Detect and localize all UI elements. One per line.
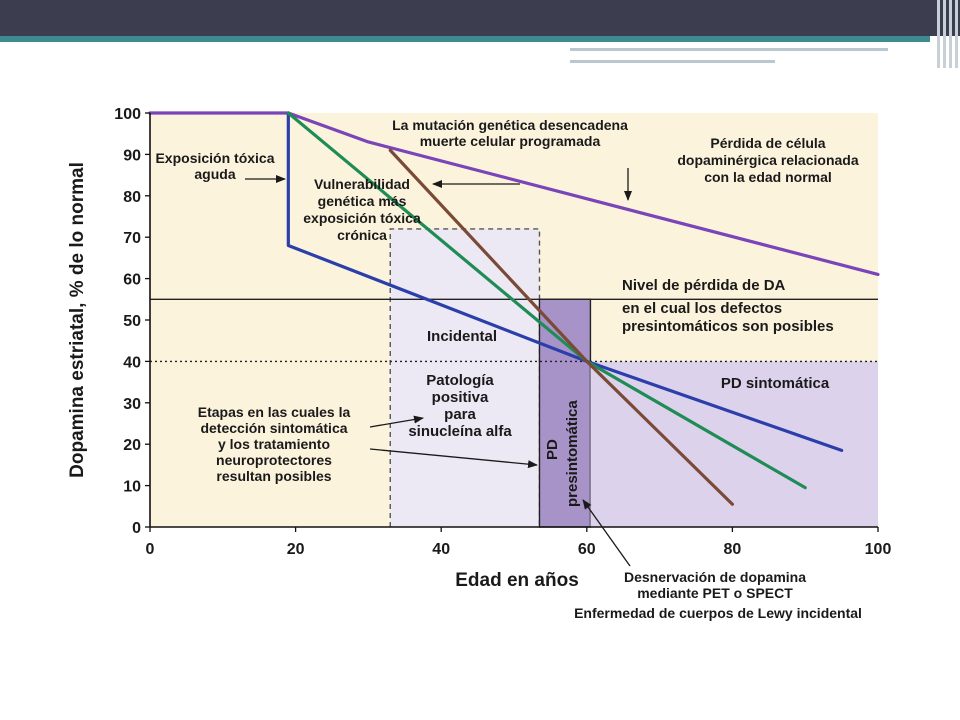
y-tick-label: 30 (123, 396, 141, 413)
accent-line (0, 36, 930, 42)
region-2 (590, 361, 878, 527)
annotation-pd-presintomatica: PD (544, 439, 561, 460)
annotation-desnervacion: Enfermedad de cuerpos de Lewy incidental (574, 605, 862, 621)
y-tick-label: 20 (123, 437, 141, 454)
annotation-patologia: sinucleína alfa (408, 423, 512, 440)
x-tick-label: 60 (578, 541, 596, 558)
x-tick-label: 40 (432, 541, 450, 558)
y-tick-label: 40 (123, 354, 141, 371)
annotation-pd-sintomatica: PD sintomática (721, 375, 830, 392)
decorative-bar (937, 0, 940, 68)
annotation-vulnerabilidad: crónica (337, 227, 387, 243)
annotation-mutacion: muerte celular programada (420, 133, 601, 149)
decorative-bar (955, 0, 958, 68)
y-tick-label: 0 (132, 520, 141, 537)
x-tick-label: 100 (865, 541, 892, 558)
x-tick-label: 80 (724, 541, 742, 558)
annotation-nivel: Nivel de pérdida de DA (622, 277, 786, 294)
y-tick-label: 100 (114, 106, 141, 123)
y-tick-label: 50 (123, 313, 141, 330)
annotation-nivel: en el cual los defectos (622, 300, 782, 317)
annotation-toxica: Exposición tóxica (155, 150, 274, 166)
series-line-3 (388, 148, 735, 506)
annotation-vulnerabilidad: exposición tóxica (303, 210, 421, 226)
x-tick-label: 0 (146, 541, 155, 558)
series-line-1 (286, 111, 844, 453)
annotation-vulnerabilidad: genética más (318, 193, 407, 209)
x-axis-title: Edad en años (455, 570, 579, 591)
annotation-patologia: Patología (426, 372, 494, 389)
decorative-line (570, 60, 775, 63)
annotation-desnervacion: Desnervación de dopamina (624, 569, 806, 585)
annotation-etapas: y los tratamiento (218, 436, 330, 452)
annotation-nivel: presintomáticos son posibles (622, 318, 834, 335)
arrow-etapas-2 (369, 448, 538, 469)
x-tick-label: 20 (287, 541, 305, 558)
annotation-pd-presintomatica: presintomática (564, 400, 581, 507)
annotation-etapas: neuroprotectores (216, 452, 332, 468)
annotation-perdida: dopaminérgica relacionada (677, 152, 858, 168)
y-tick-label: 10 (123, 479, 141, 496)
decorative-line (570, 48, 888, 51)
annotation-patologia: para (444, 406, 476, 423)
annotation-desnervacion: mediante PET o SPECT (637, 585, 793, 601)
arrow-desnervacion (582, 499, 631, 567)
annotation-perdida: con la edad normal (704, 169, 832, 185)
y-tick-label: 60 (123, 272, 141, 289)
series-line-0 (148, 111, 880, 277)
y-tick-label: 90 (123, 147, 141, 164)
annotation-toxica: aguda (194, 166, 235, 182)
annotation-etapas: Etapas en las cuales la (198, 404, 351, 420)
annotation-patologia: positiva (432, 389, 489, 406)
annotation-mutacion: La mutación genética desencadena (392, 117, 628, 133)
y-tick-label: 70 (123, 230, 141, 247)
y-axis-title: Dopamina estriatal, % de lo normal (67, 162, 88, 478)
annotation-etapas: resultan posibles (216, 468, 331, 484)
arrow-etapas-1 (369, 415, 424, 428)
decorative-bar (949, 0, 952, 68)
annotation-incidental: Incidental (427, 328, 497, 345)
title-bar (0, 0, 960, 36)
y-tick-label: 80 (123, 189, 141, 206)
annotation-vulnerabilidad: Vulnerabilidad (314, 176, 410, 192)
annotation-etapas: detección sintomática (200, 420, 347, 436)
region-0 (390, 228, 540, 528)
annotation-perdida: Pérdida de célula (710, 135, 825, 151)
decorative-bar (943, 0, 946, 68)
